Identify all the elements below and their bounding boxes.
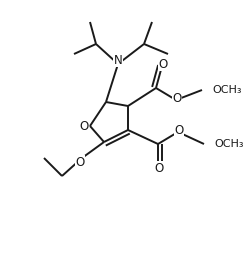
Text: O: O (79, 119, 89, 133)
Text: OCH₃: OCH₃ (212, 85, 241, 95)
Text: O: O (154, 162, 164, 174)
Text: O: O (75, 155, 85, 168)
Text: O: O (158, 57, 168, 71)
Text: O: O (174, 124, 184, 137)
Text: OCH₃: OCH₃ (214, 139, 243, 149)
Text: O: O (172, 92, 182, 105)
Text: N: N (114, 54, 122, 67)
